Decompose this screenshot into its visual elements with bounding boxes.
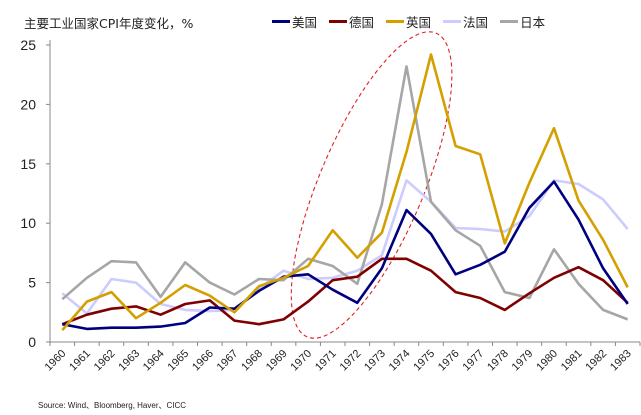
y-tick-label: 25: [20, 37, 36, 53]
legend-swatch: [386, 20, 405, 23]
x-tick-label: 1960: [43, 348, 69, 374]
x-tick-label: 1967: [215, 348, 241, 374]
legend-swatch: [443, 20, 462, 23]
y-tick-label: 20: [20, 96, 36, 112]
x-tick-label: 1976: [436, 348, 462, 374]
x-tick-label: 1971: [313, 348, 339, 374]
source-note: Source: Wind、Bloomberg, Haver、CICC: [38, 401, 187, 410]
legend-swatch: [329, 20, 348, 23]
x-tick-label: 1983: [608, 348, 634, 374]
series-line-1: [61, 257, 629, 326]
x-tick-label: 1978: [485, 348, 511, 374]
series-line-3: [61, 179, 629, 315]
x-tick-label: 1962: [92, 348, 118, 374]
x-tick-label: 1973: [362, 348, 388, 374]
x-tick-label: 1974: [387, 348, 413, 374]
y-tick-label: 10: [20, 215, 36, 231]
x-tick-label: 1966: [190, 348, 216, 374]
legend-label: 德国: [349, 15, 375, 30]
x-tick-label: 1969: [264, 348, 290, 374]
x-tick-label: 1965: [166, 348, 192, 374]
highlight-ellipse: [290, 31, 453, 339]
x-tick-label: 1970: [288, 348, 314, 374]
legend-item: 日本: [500, 12, 545, 31]
legend-item: 德国: [329, 12, 374, 31]
legend-item: 英国: [386, 12, 431, 31]
x-tick-label: 1981: [559, 348, 585, 374]
x-tick-label: 1982: [583, 348, 609, 374]
x-tick-label: 1964: [141, 348, 167, 374]
x-tick-label: 1977: [461, 348, 487, 374]
legend-label: 美国: [292, 15, 318, 30]
legend-label: 英国: [406, 15, 432, 30]
legend-swatch: [272, 20, 290, 23]
series-line-2: [61, 53, 629, 331]
x-tick-label: 1979: [510, 348, 536, 374]
x-tick-label: 1961: [67, 348, 93, 374]
y-tick-label: 15: [20, 156, 36, 172]
y-tick-label: 0: [28, 334, 36, 350]
x-tick-label: 1963: [116, 348, 142, 374]
x-tick-label: 1975: [411, 348, 437, 374]
legend-label: 法国: [463, 15, 489, 30]
x-tick-label: 1972: [338, 348, 364, 374]
x-tick-label: 1980: [534, 348, 560, 374]
legend: 美国 德国 英国 法国 日本: [272, 12, 545, 31]
legend-swatch: [500, 20, 519, 23]
legend-item: 美国: [272, 12, 317, 31]
legend-item: 法国: [443, 12, 488, 31]
x-tick-label: 1968: [239, 348, 265, 374]
chart-title: 主要工业国家CPI年度变化，%: [24, 16, 194, 31]
legend-label: 日本: [520, 15, 546, 30]
series-line-0: [62, 180, 629, 331]
y-tick-label: 5: [28, 275, 36, 291]
